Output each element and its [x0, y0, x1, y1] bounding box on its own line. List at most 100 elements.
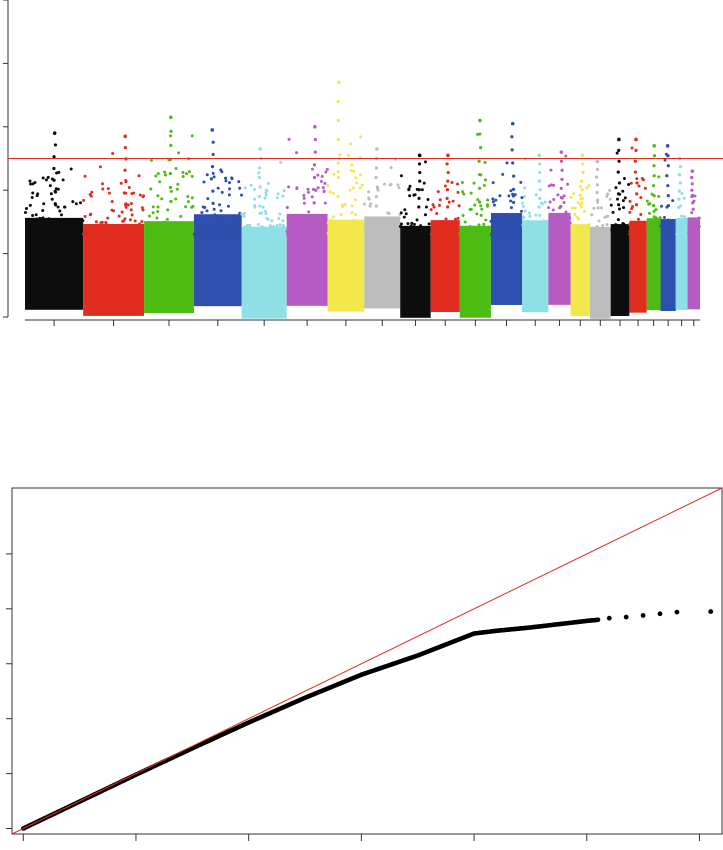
manhattan-point: [367, 229, 371, 233]
chromosome-21-bulk: [675, 217, 688, 310]
manhattan-point: [424, 205, 428, 209]
manhattan-point: [399, 222, 403, 226]
manhattan-point: [465, 227, 469, 231]
manhattan-point: [480, 207, 484, 211]
manhattan-point: [285, 205, 289, 209]
manhattan-point: [659, 224, 663, 228]
chromosome-20-peak-point: [665, 144, 670, 148]
manhattan-point: [376, 188, 380, 192]
manhattan-point: [623, 196, 627, 200]
manhattan-point: [78, 201, 82, 205]
manhattan-point: [616, 197, 620, 201]
manhattan-point: [319, 179, 323, 183]
manhattan-point: [229, 232, 233, 236]
manhattan-point: [41, 176, 45, 180]
manhattan-point: [214, 225, 218, 229]
manhattan-point: [106, 187, 110, 191]
manhattan-point: [28, 179, 32, 183]
manhattan-point: [187, 233, 191, 237]
manhattan-point: [592, 206, 596, 210]
manhattan-point: [37, 224, 41, 228]
manhattan-point: [389, 166, 393, 170]
manhattan-point: [690, 211, 694, 215]
manhattan-point: [636, 217, 640, 221]
manhattan-point: [442, 223, 446, 227]
manhattan-point: [169, 129, 173, 133]
manhattan-point: [403, 208, 407, 212]
manhattan-point: [119, 181, 123, 185]
manhattan-point: [136, 230, 140, 234]
manhattan-point: [204, 232, 208, 236]
chromosome-9-peak-point: [417, 153, 422, 158]
manhattan-point: [571, 226, 575, 230]
manhattan-point: [435, 211, 439, 215]
manhattan-point: [184, 205, 188, 209]
manhattan-point: [494, 198, 498, 202]
manhattan-point: [118, 229, 122, 233]
manhattan-point: [468, 225, 472, 229]
manhattan-point: [382, 182, 386, 186]
manhattan-point: [110, 200, 114, 204]
manhattan-point: [336, 170, 340, 174]
manhattan-point: [107, 191, 111, 195]
manhattan-point: [99, 232, 103, 236]
manhattan-point: [434, 230, 438, 234]
manhattan-point: [217, 223, 221, 227]
manhattan-point: [595, 167, 600, 171]
manhattan-point: [216, 186, 220, 190]
manhattan-point: [601, 224, 605, 228]
manhattan-point: [444, 217, 448, 221]
manhattan-point: [312, 175, 317, 180]
manhattan-point: [461, 213, 465, 217]
manhattan-point: [33, 181, 37, 185]
manhattan-point: [682, 221, 686, 225]
manhattan-point: [260, 211, 264, 215]
manhattan-point: [578, 184, 582, 188]
manhattan-point: [595, 225, 599, 229]
manhattan-point: [282, 189, 286, 193]
manhattan-point: [684, 228, 688, 232]
manhattan-point: [378, 232, 382, 236]
manhattan-point: [111, 224, 115, 228]
manhattan-point: [374, 166, 379, 170]
manhattan-point: [374, 232, 378, 236]
manhattan-point: [190, 196, 194, 200]
manhattan-point: [278, 212, 282, 216]
manhattan-point: [657, 195, 661, 199]
chromosome-11-points: [458, 118, 492, 318]
manhattan-point: [328, 190, 332, 194]
manhattan-point: [397, 186, 401, 190]
manhattan-y-ticks: [3, 0, 8, 318]
chromosome-2-peak-point: [123, 134, 128, 139]
manhattan-point: [640, 220, 644, 224]
manhattan-point: [491, 200, 495, 204]
manhattan-point: [691, 201, 695, 205]
manhattan-point: [592, 231, 596, 235]
manhattan-point: [559, 195, 563, 200]
chromosome-14-peak-point: [559, 150, 564, 154]
chromosome-15-bulk: [570, 224, 590, 317]
manhattan-point: [265, 189, 269, 193]
manhattan-point: [124, 205, 128, 209]
manhattan-point: [179, 214, 183, 218]
manhattan-point: [597, 219, 601, 223]
manhattan-point: [564, 210, 568, 214]
manhattan-point: [614, 186, 618, 190]
manhattan-point: [628, 223, 632, 227]
manhattan-point: [512, 174, 516, 178]
manhattan-point: [336, 137, 340, 142]
manhattan-point: [257, 175, 261, 180]
chromosome-8-points: [362, 147, 402, 309]
manhattan-point: [527, 221, 531, 225]
manhattan-point: [556, 193, 560, 197]
manhattan-point: [310, 232, 314, 236]
manhattan-point: [552, 197, 556, 201]
manhattan-point: [374, 204, 378, 208]
manhattan-point: [446, 179, 450, 183]
manhattan-point: [622, 222, 626, 226]
manhattan-point: [211, 152, 215, 157]
manhattan-point: [671, 199, 675, 203]
manhattan-point: [306, 187, 310, 191]
manhattan-point: [129, 201, 133, 205]
manhattan-point: [461, 232, 465, 236]
